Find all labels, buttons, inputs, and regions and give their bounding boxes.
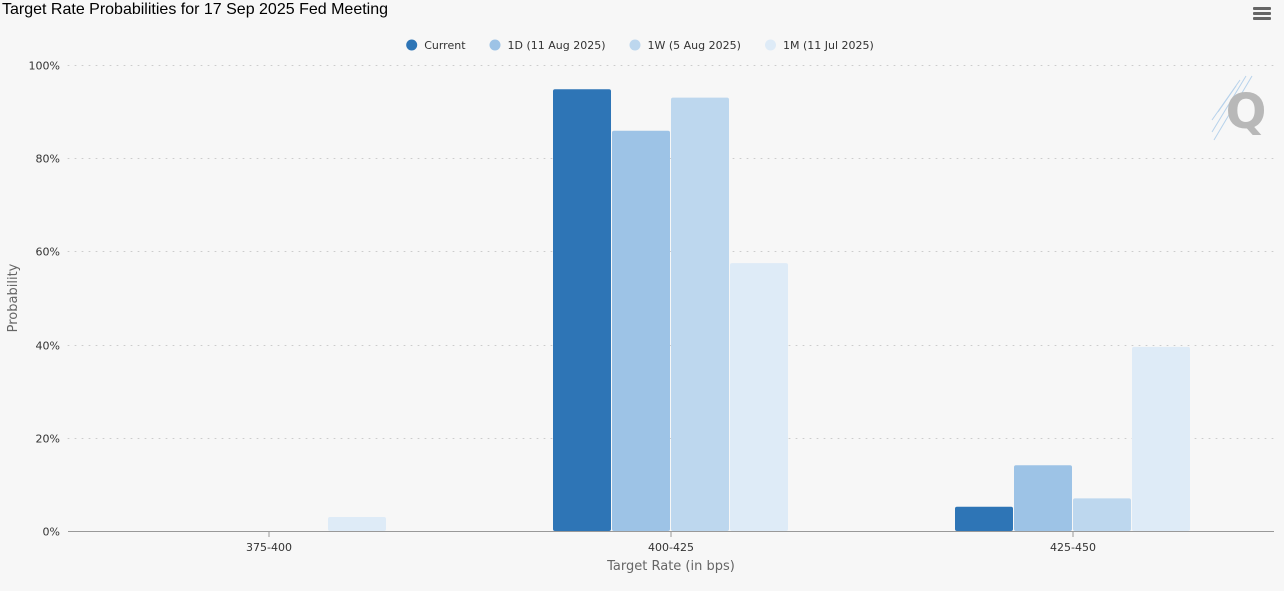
legend-marker [406,39,418,51]
legend-marker [489,39,501,51]
y-tick-label: 40% [36,340,60,353]
x-tick-label: 425-450 [1050,541,1096,554]
legend-item[interactable]: Current [406,39,466,52]
legend[interactable]: Current 1D (11 Aug 2025) 1W (5 Aug 2025) 1M… [406,39,874,52]
x-tick-label: 400-425 [648,541,694,554]
hamburger-menu-icon[interactable] [1252,4,1272,22]
bar[interactable] [730,263,788,531]
watermark-letter: Q [1226,84,1267,140]
chart-title: Target Rate Probabilities for 17 Sep 202… [2,1,389,18]
legend-label: 1M (11 Jul 2025) [783,39,874,52]
y-axis-title: Probability [6,263,21,332]
bar[interactable] [1073,498,1131,531]
bar[interactable] [553,89,611,531]
bar[interactable] [955,506,1013,531]
bar[interactable] [1132,346,1190,531]
legend-marker [765,39,776,51]
bars [328,89,1190,531]
legend-item[interactable]: 1W (5 Aug 2025) [629,39,741,52]
x-axis-title: Target Rate (in bps) [606,559,735,574]
y-tick-label: 100% [29,60,60,73]
bar[interactable] [612,130,670,531]
legend-item[interactable]: 1M (11 Jul 2025) [765,39,874,52]
q-logo-icon: Q [1211,75,1267,141]
y-tick-label: 60% [36,246,60,259]
bar[interactable] [671,97,729,531]
bar[interactable] [328,517,386,531]
y-tick-label: 0% [43,526,60,539]
bar[interactable] [1014,465,1072,531]
x-tick-label: 375-400 [246,541,292,554]
legend-item[interactable]: 1D (11 Aug 2025) [489,39,606,52]
legend-marker [629,39,641,51]
legend-label: 1D (11 Aug 2025) [508,39,606,52]
y-tick-label: 20% [36,433,60,446]
y-tick-label: 80% [36,153,60,166]
axes: 0% 20% 40% 60% 80% 100% 375-400 400-425 425-450 [29,60,1274,554]
legend-label: Current [424,39,466,52]
legend-label: 1W (5 Aug 2025) [648,39,741,52]
